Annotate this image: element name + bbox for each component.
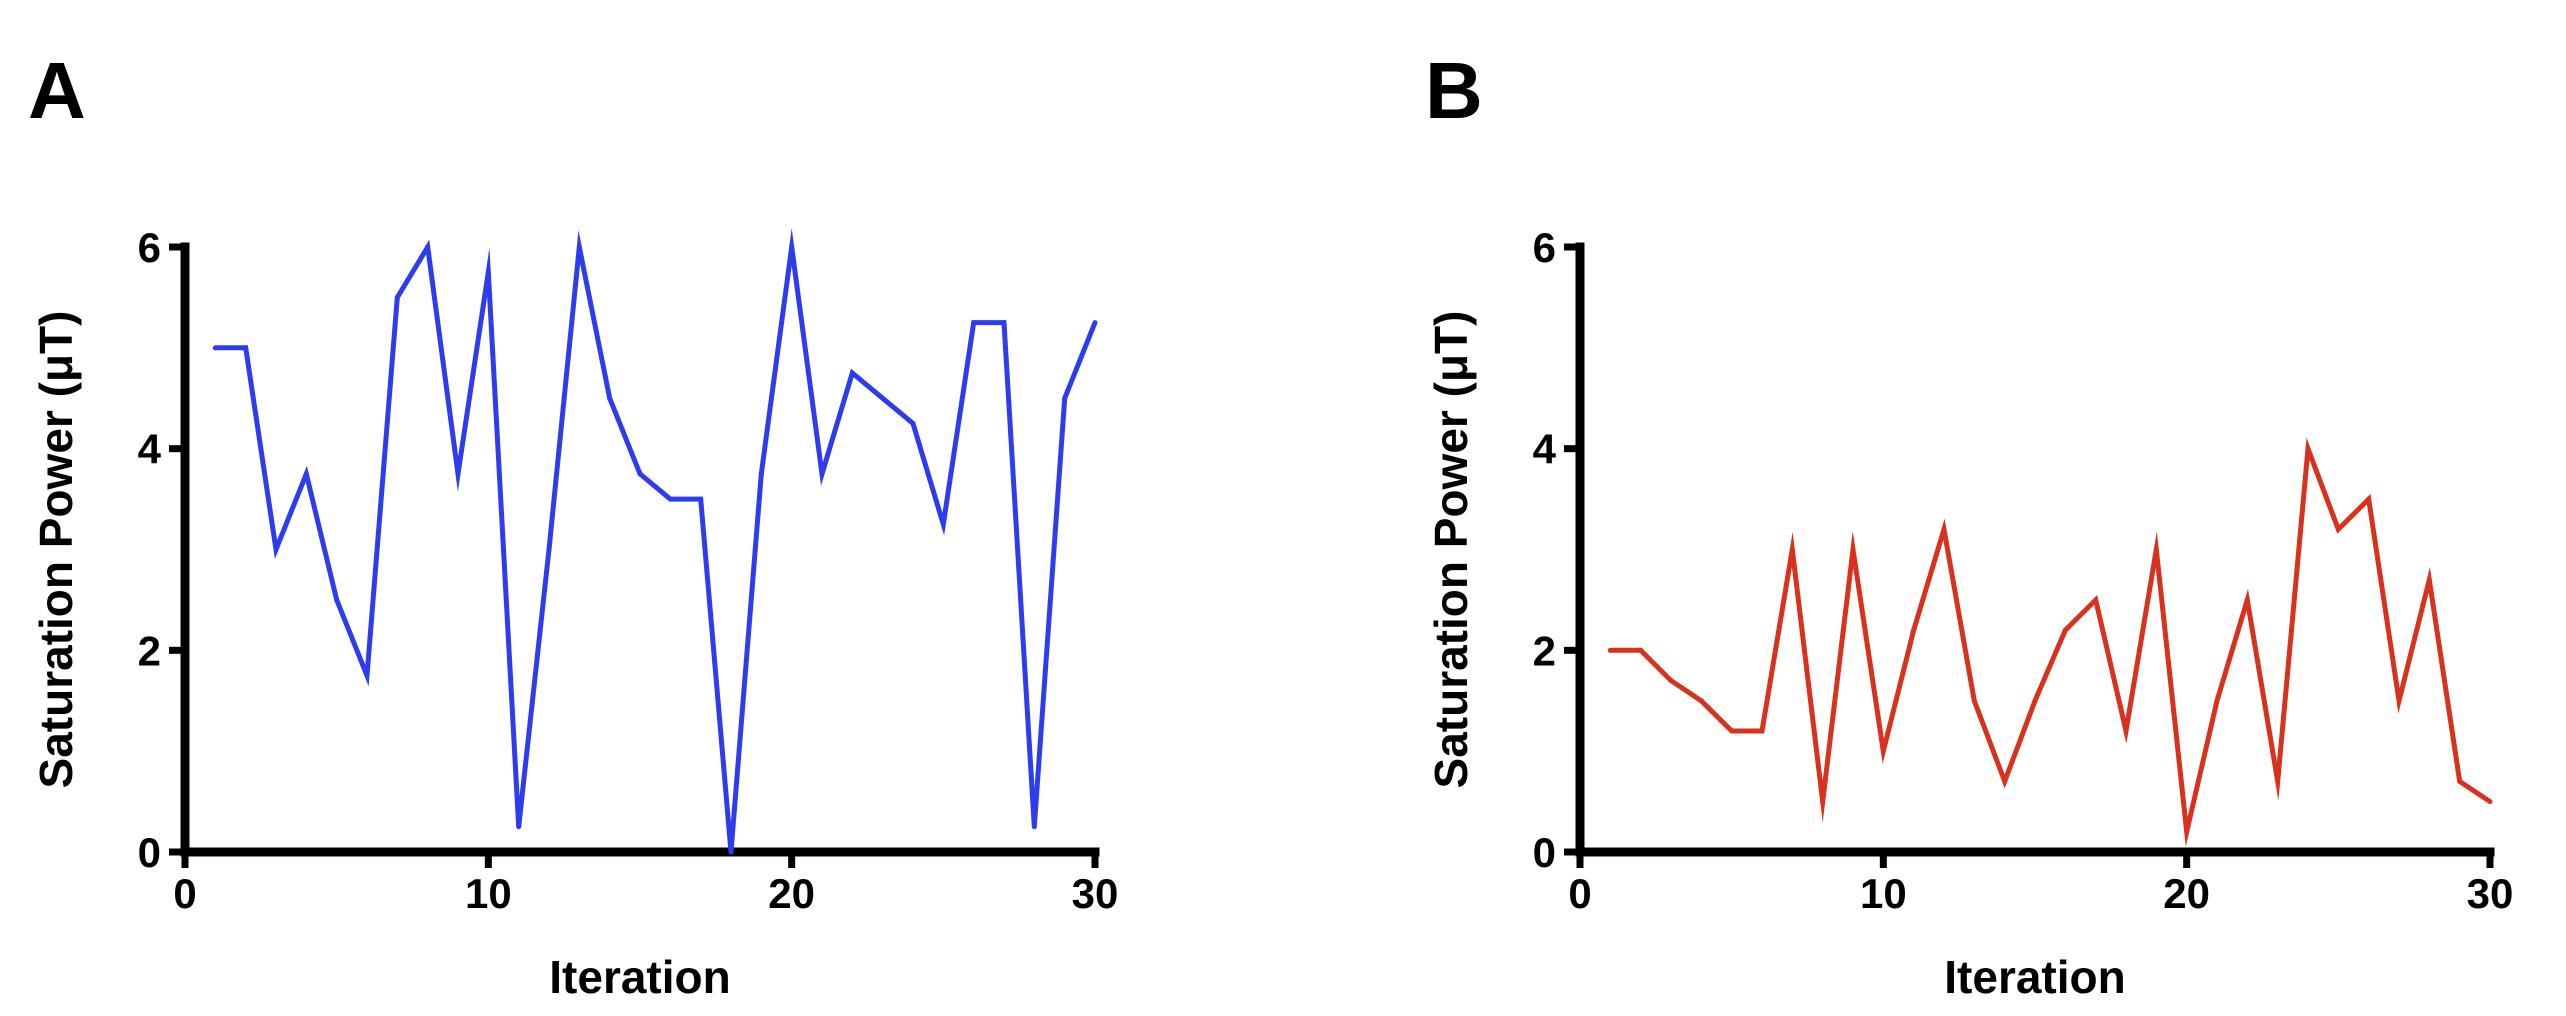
x-tick-label: 20 xyxy=(2163,870,2210,917)
data-point xyxy=(1698,698,1704,704)
data-point xyxy=(1850,547,1856,552)
data-point xyxy=(2002,778,2008,784)
data-point xyxy=(1001,320,1007,326)
data-point xyxy=(394,294,400,300)
data-point xyxy=(364,673,370,679)
data-point xyxy=(576,244,582,250)
data-point xyxy=(1880,748,1886,754)
panel-b: B 0 2 4 6 0 10 20 30 Iteration Saturation Power (μ… xyxy=(1425,46,2513,1003)
data-point xyxy=(1092,320,1098,326)
data-point xyxy=(819,471,825,477)
data-point xyxy=(2032,698,2038,704)
panel-a: A 0 2 4 6 0 10 20 30 Iteration Saturation Power (μ… xyxy=(28,46,1118,1003)
data-point xyxy=(910,420,916,426)
data-point xyxy=(2457,778,2463,784)
data-point xyxy=(1759,728,1765,734)
data-point xyxy=(698,496,704,502)
data-point xyxy=(2123,728,2129,734)
x-tick-label: 0 xyxy=(173,870,196,917)
y-tick-label: 6 xyxy=(1533,224,1556,271)
y-tick-label: 0 xyxy=(1533,829,1556,876)
data-point xyxy=(1789,547,1795,552)
data-point xyxy=(516,824,522,830)
data-point xyxy=(2214,698,2220,704)
data-point xyxy=(1971,698,1977,704)
data-point xyxy=(303,471,309,477)
x-axis-title: Iteration xyxy=(549,951,730,1003)
series-line xyxy=(1610,437,2492,847)
y-tick-label: 4 xyxy=(1533,426,1557,473)
data-point xyxy=(1031,824,1037,830)
data-point xyxy=(758,471,764,477)
data-point xyxy=(880,395,886,401)
data-point xyxy=(789,244,795,250)
x-tick-label: 10 xyxy=(465,870,512,917)
data-point xyxy=(1668,678,1674,684)
y-tick-label: 2 xyxy=(1533,627,1556,674)
y-tick-label: 0 xyxy=(138,829,161,876)
data-point xyxy=(2275,778,2281,784)
data-point xyxy=(2244,597,2250,603)
data-point xyxy=(1911,627,1917,633)
panel-label-b: B xyxy=(1425,46,1483,135)
x-tick-label: 30 xyxy=(2467,870,2514,917)
data-point xyxy=(273,547,279,552)
data-point xyxy=(2335,526,2341,532)
series-line xyxy=(215,228,1098,853)
data-point xyxy=(2184,829,2190,835)
x-tick-label: 0 xyxy=(1568,870,1591,917)
data-point xyxy=(2093,597,2099,603)
data-point xyxy=(2153,547,2159,552)
data-point xyxy=(212,345,218,351)
data-point xyxy=(1062,395,1068,401)
y-axis-title: Saturation Power (μT) xyxy=(1425,311,1477,789)
data-point xyxy=(1607,647,1613,653)
data-point xyxy=(1638,647,1644,653)
data-point xyxy=(1729,728,1735,734)
x-axis-title: Iteration xyxy=(1944,951,2125,1003)
data-point xyxy=(940,521,946,527)
x-tick-label: 30 xyxy=(1072,870,1119,917)
data-point xyxy=(637,471,643,477)
data-point xyxy=(1820,799,1826,805)
data-point xyxy=(2062,627,2068,633)
data-point xyxy=(2396,698,2402,704)
x-tick-label: 20 xyxy=(768,870,815,917)
data-point xyxy=(2366,496,2372,502)
data-point xyxy=(455,471,461,477)
y-tick-label: 2 xyxy=(138,627,161,674)
data-point xyxy=(546,547,552,552)
y-tick-label: 4 xyxy=(138,426,162,473)
data-point xyxy=(2305,446,2311,452)
data-point xyxy=(425,244,431,250)
data-point xyxy=(334,597,340,603)
data-point xyxy=(667,496,673,502)
data-point xyxy=(1941,526,1947,532)
data-point xyxy=(728,849,734,855)
data-point xyxy=(243,345,249,351)
y-tick-label: 6 xyxy=(138,224,161,271)
panel-label-a: A xyxy=(28,46,86,135)
x-tick-label: 10 xyxy=(1860,870,1907,917)
data-point xyxy=(607,395,613,401)
data-point xyxy=(849,370,855,376)
data-point xyxy=(2426,577,2432,583)
y-axis-title: Saturation Power (μT) xyxy=(30,311,82,789)
data-point xyxy=(485,269,491,275)
data-point xyxy=(2487,799,2493,805)
data-point xyxy=(971,320,977,326)
